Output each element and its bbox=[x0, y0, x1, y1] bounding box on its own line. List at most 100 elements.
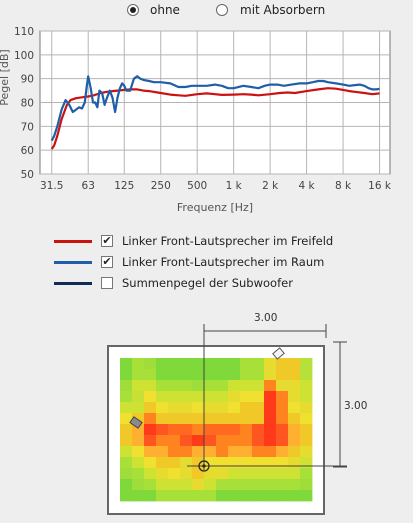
heatmap-cell bbox=[276, 490, 289, 502]
heatmap-cell bbox=[120, 424, 133, 436]
legend-label-freifeld: Linker Front-Lautsprecher im Freifeld bbox=[122, 234, 334, 248]
heatmap-cell bbox=[228, 424, 241, 436]
heatmap-cell bbox=[132, 413, 145, 425]
heatmap-cell bbox=[144, 490, 157, 502]
heatmap-cell bbox=[204, 369, 217, 381]
heatmap-cell bbox=[276, 380, 289, 392]
heatmap-cell bbox=[156, 402, 169, 414]
heatmap-cell bbox=[252, 380, 265, 392]
heatmap-cell bbox=[156, 479, 169, 491]
x-tick-label: 63 bbox=[82, 180, 95, 192]
heatmap-cell bbox=[180, 457, 193, 469]
heatmap-cell bbox=[168, 435, 181, 447]
heatmap-cell bbox=[120, 380, 133, 392]
heatmap-cell bbox=[168, 358, 181, 370]
heatmap-cell bbox=[216, 479, 229, 491]
checkbox-subwoofer[interactable] bbox=[101, 277, 113, 289]
heatmap-cell bbox=[192, 413, 205, 425]
heatmap-cell bbox=[204, 424, 217, 436]
legend-swatch-blue bbox=[54, 261, 92, 264]
heatmap-cell bbox=[264, 490, 277, 502]
radio-mit-absorbern[interactable] bbox=[216, 4, 228, 16]
legend-item-subwoofer[interactable]: Summenpegel der Subwoofer bbox=[54, 275, 394, 293]
x-tick-label: 2 k bbox=[262, 180, 279, 192]
y-tick-label: 110 bbox=[14, 26, 34, 38]
heatmap-cell bbox=[120, 468, 133, 480]
heatmap-cell bbox=[264, 457, 277, 469]
heatmap-cell bbox=[300, 468, 313, 480]
heatmap-cell bbox=[300, 380, 313, 392]
radio-ohne-label[interactable]: ohne bbox=[150, 3, 180, 17]
x-tick-label: 1 k bbox=[226, 180, 243, 192]
heatmap-cell bbox=[192, 457, 205, 469]
heatmap-cell bbox=[120, 413, 133, 425]
heatmap-cell bbox=[300, 435, 313, 447]
heatmap-cell bbox=[180, 402, 193, 414]
checkbox-freifeld[interactable]: ✔ bbox=[101, 234, 113, 247]
heatmap-cell bbox=[144, 446, 157, 458]
heatmap-cell bbox=[132, 435, 145, 447]
heatmap-cell bbox=[240, 380, 253, 392]
series-line-1 bbox=[50, 75, 380, 142]
heatmap-cell bbox=[192, 424, 205, 436]
heatmap-cell bbox=[168, 391, 181, 403]
heatmap-cell bbox=[180, 468, 193, 480]
heatmap-cell bbox=[144, 413, 157, 425]
listener-position-icon[interactable] bbox=[198, 460, 210, 472]
heatmap-cell bbox=[288, 391, 301, 403]
y-tick-label: 100 bbox=[14, 50, 34, 62]
heatmap-cell bbox=[144, 457, 157, 469]
heatmap-cell bbox=[228, 446, 241, 458]
heatmap-cell bbox=[216, 358, 229, 370]
heatmap-cell bbox=[132, 490, 145, 502]
heatmap-cell bbox=[264, 424, 277, 436]
x-tick-label: 500 bbox=[187, 180, 207, 192]
front-right-speaker-icon[interactable] bbox=[272, 347, 285, 360]
heatmap-cell bbox=[168, 402, 181, 414]
x-tick-label: 16 k bbox=[368, 180, 392, 192]
legend-item-freifeld[interactable]: ✔ Linker Front-Lautsprecher im Freifeld bbox=[54, 233, 394, 251]
heatmap-cell bbox=[144, 369, 157, 381]
heatmap-cell bbox=[204, 391, 217, 403]
heatmap-cell bbox=[144, 380, 157, 392]
front-left-speaker-icon[interactable] bbox=[129, 416, 143, 429]
x-tick-label: 4 k bbox=[299, 180, 316, 192]
heatmap-cell bbox=[132, 391, 145, 403]
y-tick-label: 70 bbox=[21, 121, 34, 133]
heatmap-cell bbox=[144, 391, 157, 403]
heatmap-cell bbox=[120, 391, 133, 403]
heatmap-cell bbox=[216, 391, 229, 403]
heatmap-cell bbox=[180, 369, 193, 381]
heatmap-cell bbox=[132, 424, 145, 436]
legend-item-raum[interactable]: ✔ Linker Front-Lautsprecher im Raum bbox=[54, 254, 394, 272]
heatmap-cell bbox=[252, 413, 265, 425]
checkbox-raum[interactable]: ✔ bbox=[101, 255, 113, 268]
y-tick-label: 80 bbox=[21, 98, 34, 110]
heatmap-cell bbox=[192, 369, 205, 381]
heatmap-cell bbox=[288, 358, 301, 370]
heatmap-cell bbox=[228, 380, 241, 392]
x-tick-label: 8 k bbox=[335, 180, 352, 192]
heatmap-cell bbox=[180, 380, 193, 392]
heatmap-cell bbox=[264, 446, 277, 458]
heatmap-cell bbox=[300, 479, 313, 491]
heatmap-cell bbox=[300, 402, 313, 414]
heatmap-cell bbox=[156, 468, 169, 480]
sound-pressure-heatmap bbox=[120, 358, 313, 502]
heatmap-cell bbox=[144, 479, 157, 491]
heatmap-cell bbox=[168, 369, 181, 381]
radio-mit-absorbern-label[interactable]: mit Absorbern bbox=[240, 3, 326, 17]
heatmap-cell bbox=[156, 391, 169, 403]
radio-ohne[interactable] bbox=[127, 4, 139, 16]
heatmap-cell bbox=[192, 435, 205, 447]
heatmap-cell bbox=[204, 490, 217, 502]
heatmap-cell bbox=[120, 446, 133, 458]
legend-swatch-red bbox=[54, 240, 92, 243]
legend-label-raum: Linker Front-Lautsprecher im Raum bbox=[122, 255, 325, 269]
heatmap-cell bbox=[216, 402, 229, 414]
heatmap-cell bbox=[180, 424, 193, 436]
heatmap-cell bbox=[300, 490, 313, 502]
heatmap-cell bbox=[156, 490, 169, 502]
heatmap-cell bbox=[120, 435, 133, 447]
heatmap-cell bbox=[216, 413, 229, 425]
